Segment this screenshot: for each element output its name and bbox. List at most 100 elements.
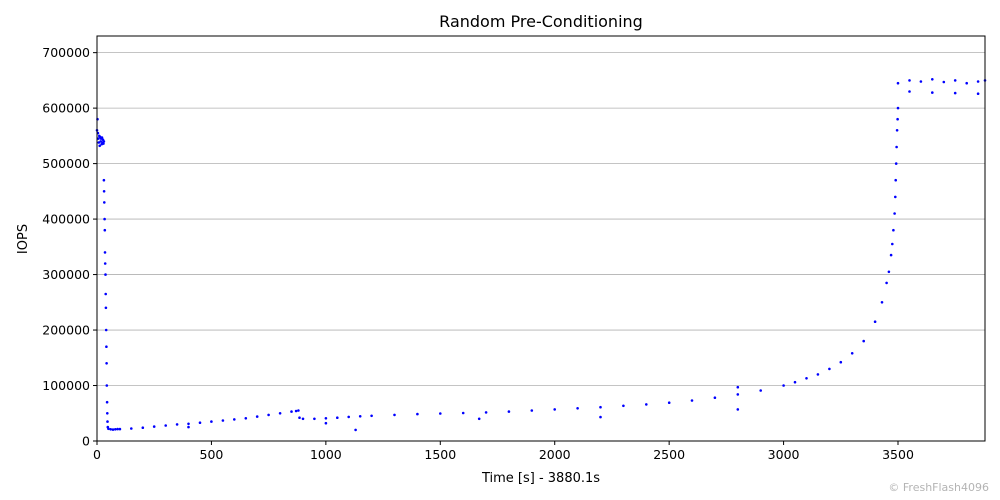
data-point (461, 411, 465, 415)
data-point (976, 80, 980, 83)
data-point (953, 91, 957, 95)
data-point (103, 201, 106, 204)
data-point (736, 385, 740, 389)
data-points (95, 78, 987, 432)
data-point (919, 80, 923, 83)
data-point (175, 423, 179, 426)
data-point (931, 78, 934, 81)
y-tick-label: 500000 (42, 156, 90, 171)
data-point (103, 262, 107, 265)
y-tick-label: 400000 (42, 212, 90, 227)
data-point (104, 273, 107, 276)
data-point (103, 251, 107, 254)
data-point (104, 292, 107, 296)
data-point (484, 411, 488, 414)
data-point (439, 412, 442, 415)
data-point (347, 415, 351, 419)
data-point (187, 425, 190, 429)
data-point (106, 420, 109, 423)
data-point (953, 79, 957, 82)
x-axis-label: Time [s] - 3880.1s (481, 471, 600, 486)
data-point (198, 421, 202, 425)
data-point (105, 362, 108, 365)
data-point (103, 217, 106, 221)
data-point (358, 415, 362, 418)
data-point (667, 401, 671, 405)
data-point (885, 281, 888, 285)
data-point (105, 345, 108, 349)
data-point (553, 408, 556, 411)
y-tick-label: 300000 (42, 267, 90, 282)
data-point (116, 427, 119, 431)
data-point (221, 419, 225, 422)
data-point (839, 360, 843, 364)
x-tick-label: 1500 (424, 447, 456, 462)
data-point (130, 427, 133, 430)
data-point (106, 412, 109, 415)
data-point (102, 178, 106, 182)
data-point (965, 81, 968, 85)
data-point (599, 405, 602, 409)
data-point (313, 417, 316, 421)
data-point (104, 306, 108, 310)
x-axis-ticks: 0 500 1000 1500 2000 2500 3000 3500 (93, 441, 914, 462)
data-point (164, 424, 167, 427)
data-point (107, 427, 110, 431)
data-point (895, 129, 899, 132)
data-point (894, 162, 898, 165)
data-point (894, 178, 897, 182)
data-point (690, 399, 694, 402)
plot-frame (96, 35, 986, 442)
y-tick-label: 600000 (42, 101, 90, 116)
data-point (895, 145, 898, 149)
data-point (887, 270, 891, 274)
x-tick-label: 500 (200, 447, 224, 462)
y-tick-label: 200000 (42, 323, 90, 338)
data-point (894, 195, 897, 199)
data-point (976, 92, 980, 95)
data-point (100, 136, 104, 139)
data-point (891, 242, 894, 246)
data-point (759, 389, 762, 392)
data-point (896, 106, 900, 110)
y-gridlines (97, 52, 985, 386)
y-axis-label: IOPS (16, 224, 31, 254)
data-point (880, 301, 884, 304)
data-point (354, 428, 357, 432)
data-point (416, 412, 419, 416)
x-tick-label: 1000 (310, 447, 342, 462)
data-point (267, 413, 270, 417)
data-point (393, 413, 396, 417)
data-point (294, 409, 298, 413)
data-point (297, 409, 300, 412)
x-tick-label: 0 (93, 447, 101, 462)
data-point (477, 417, 481, 421)
data-point (736, 408, 740, 411)
data-point (109, 428, 112, 431)
data-point (324, 421, 328, 425)
data-point (828, 367, 831, 371)
data-point (336, 416, 339, 420)
data-point (645, 403, 648, 406)
data-point (105, 384, 109, 387)
data-point (187, 422, 190, 426)
data-point (111, 428, 115, 431)
data-point (97, 141, 101, 144)
data-point (896, 81, 900, 85)
watermark: © FreshFlash4096 (888, 481, 989, 494)
x-tick-label: 2500 (653, 447, 685, 462)
x-tick-label: 3500 (882, 447, 914, 462)
data-point (862, 339, 865, 343)
data-point (908, 90, 911, 93)
data-point (622, 404, 625, 408)
data-point (805, 377, 808, 380)
data-point (931, 91, 934, 94)
data-point (507, 410, 511, 413)
data-point (370, 414, 373, 418)
x-tick-label: 2000 (539, 447, 571, 462)
data-point (942, 80, 946, 84)
y-tick-label: 100000 (42, 378, 90, 393)
data-point (576, 407, 579, 410)
data-point (873, 320, 877, 324)
